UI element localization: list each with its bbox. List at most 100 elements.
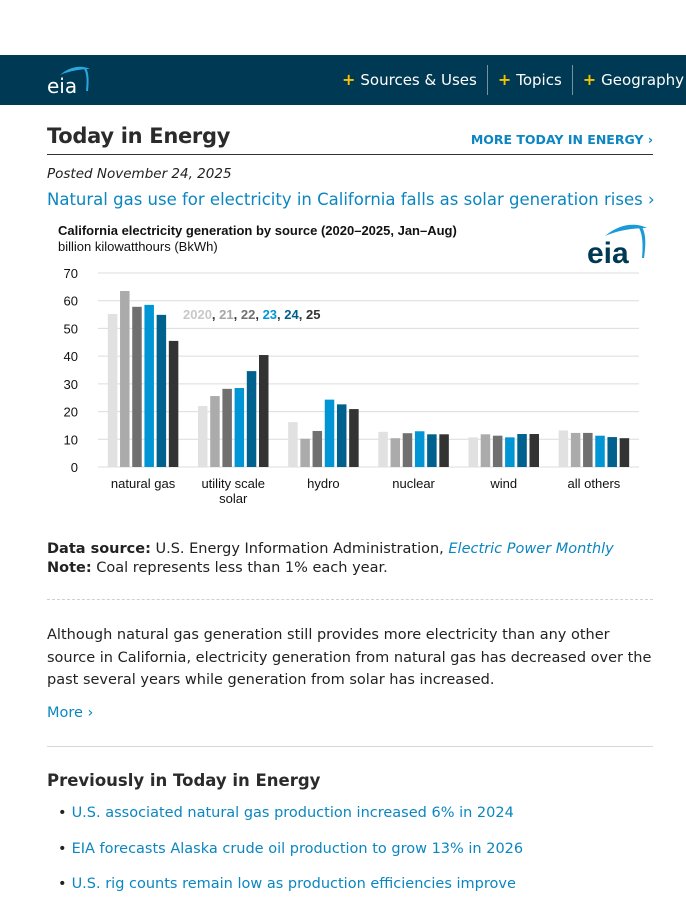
svg-text:eia: eia	[47, 74, 77, 97]
electric-power-monthly-link[interactable]: Electric Power Monthly	[448, 541, 614, 557]
main-nav: + Sources & Uses + Topics + Geography	[332, 55, 686, 105]
legend-entry: 22	[241, 307, 255, 322]
bar	[246, 371, 257, 467]
section-title: Today in Energy	[47, 124, 231, 148]
nav-label: Geography	[601, 71, 684, 89]
eia-logo-icon: eia	[587, 224, 647, 270]
legend-entry: 23	[263, 307, 277, 322]
bar	[144, 304, 154, 467]
bar	[349, 409, 359, 467]
data-source-line: Data source: U.S. Energy Information Adm…	[47, 540, 614, 559]
previous-article-link[interactable]: U.S. rig counts remain low as production…	[71, 876, 516, 892]
bar	[324, 399, 335, 467]
data-source-text: U.S. Energy Information Administration,	[150, 541, 449, 557]
chart-source: Data source: U.S. Energy Information Adm…	[47, 540, 614, 578]
bar	[468, 437, 478, 467]
x-tick-label: utility scale	[201, 476, 265, 491]
bar	[583, 432, 593, 467]
nav-sources-uses[interactable]: + Sources & Uses	[332, 65, 487, 95]
bar	[300, 438, 310, 467]
y-tick-label: 60	[64, 294, 78, 309]
nav-topics[interactable]: + Topics	[486, 65, 572, 95]
eia-logo[interactable]: eia	[46, 63, 92, 98]
plus-icon: +	[342, 70, 356, 89]
y-tick-label: 10	[64, 432, 78, 447]
bar	[120, 291, 130, 467]
x-tick-label: natural gas	[111, 476, 176, 491]
bar	[492, 435, 503, 467]
previously-list: • U.S. associated natural gas production …	[58, 805, 523, 912]
bar	[156, 314, 167, 467]
chart-title: California electricity generation by sou…	[58, 223, 457, 238]
bar	[378, 431, 388, 467]
bullet-icon: •	[58, 876, 67, 892]
nav-label: Topics	[516, 71, 562, 89]
bar	[222, 388, 232, 467]
bar	[505, 437, 515, 467]
more-today-in-energy-link[interactable]: MORE TODAY IN ENERGY ›	[470, 132, 653, 147]
legend-entry: 25	[306, 307, 320, 322]
plus-icon: +	[582, 70, 597, 89]
x-tick-label: hydro	[307, 476, 340, 491]
note-text: Coal represents less than 1% each year.	[91, 560, 388, 576]
posted-date: Posted November 24, 2025	[47, 166, 232, 182]
data-source-label: Data source:	[47, 541, 151, 557]
list-item: • U.S. rig counts remain low as productio…	[58, 876, 523, 912]
bar	[570, 432, 581, 467]
legend-separator: ,	[255, 307, 262, 322]
legend-separator: ,	[212, 307, 219, 322]
bar	[132, 306, 142, 467]
note-line: Note: Coal represents less than 1% each …	[47, 559, 614, 578]
bar	[390, 438, 401, 467]
bar	[595, 435, 605, 467]
bar	[439, 434, 449, 467]
legend-separator: ,	[277, 307, 284, 322]
nav-geography[interactable]: + Geography	[571, 65, 686, 95]
y-tick-label: 20	[64, 405, 78, 420]
bar-chart: 0 10 20 30 40 50 60 70 natural gas utility scales…	[64, 266, 639, 506]
bar	[234, 388, 245, 467]
previously-title: Previously in Today in Energy	[47, 771, 321, 790]
bar	[312, 430, 323, 467]
bar	[607, 437, 617, 467]
bar	[198, 406, 208, 467]
chart-subtitle: billion kilowatthours (BkWh)	[58, 239, 218, 254]
y-tick-label: 30	[64, 377, 78, 392]
bar	[480, 434, 491, 467]
x-tick-label: nuclear	[392, 476, 435, 491]
x-tick-label: wind	[489, 476, 517, 491]
bullet-icon: •	[58, 805, 67, 821]
bar	[402, 433, 413, 467]
article-summary: Although natural gas generation still pr…	[47, 627, 652, 688]
previous-article-link[interactable]: EIA forecasts Alaska crude oil productio…	[71, 840, 524, 857]
y-tick-label: 0	[71, 460, 78, 475]
y-tick-label: 70	[64, 266, 78, 281]
bar	[414, 431, 425, 467]
legend-entry: 2020	[183, 307, 212, 322]
bar	[517, 434, 527, 467]
list-item: • EIA forecasts Alaska crude oil producti…	[58, 841, 523, 877]
bullet-icon: •	[58, 840, 67, 857]
chart-container: 0 10 20 30 40 50 60 70 natural gas utility scale s…	[47, 218, 653, 518]
bar	[107, 314, 118, 467]
bar	[210, 396, 220, 467]
list-item: • U.S. associated natural gas production …	[58, 805, 523, 841]
bar	[558, 430, 569, 467]
bar	[619, 438, 630, 467]
divider	[47, 746, 653, 747]
legend: 2020, 21, 22, 23, 24, 25	[183, 307, 320, 322]
article-headline-link[interactable]: Natural gas use for electricity in Calif…	[47, 190, 655, 209]
x-tick-label: all others	[568, 476, 621, 491]
previous-article-link[interactable]: U.S. associated natural gas production i…	[71, 805, 514, 821]
bar	[288, 422, 298, 467]
nav-label: Sources & Uses	[360, 71, 477, 89]
y-tick-label: 50	[64, 321, 78, 336]
bar	[259, 355, 269, 467]
note-label: Note:	[47, 560, 92, 576]
site-header: eia + Sources & Uses + Topics + Geograph…	[0, 55, 686, 105]
legend-separator: ,	[234, 307, 241, 322]
more-link[interactable]: More ›	[47, 705, 94, 721]
section-header: Today in Energy MORE TODAY IN ENERGY ›	[47, 122, 653, 155]
legend-entry: 24	[284, 307, 299, 322]
chart-eia-logo: eia	[587, 220, 649, 270]
